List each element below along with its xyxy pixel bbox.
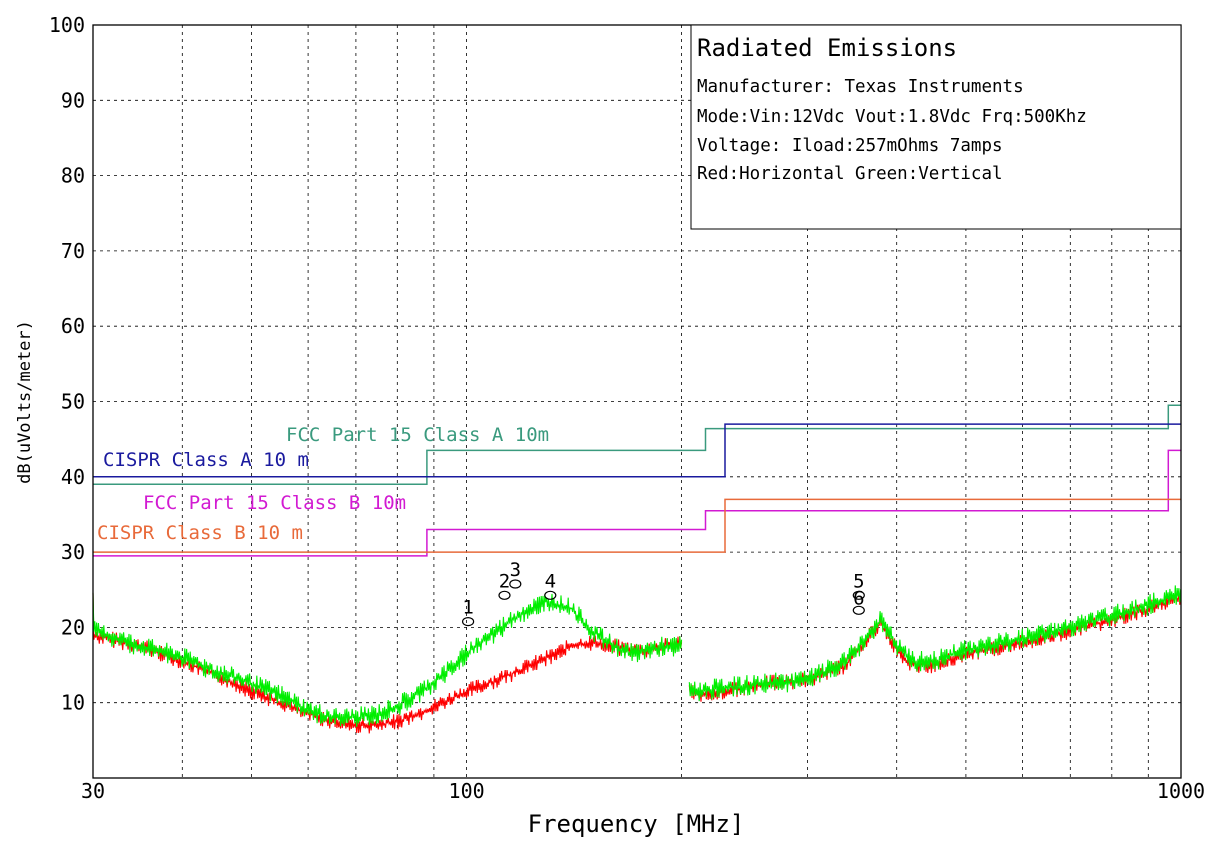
- plot-frame: [92, 24, 1182, 779]
- limit-label-cispr-class-b: CISPR Class B 10 m: [97, 522, 303, 544]
- trace-horizontal-0: [92, 593, 683, 734]
- x-tick-label: 100: [449, 779, 485, 803]
- trace-vertical-1: [688, 585, 1182, 702]
- y-tick-label: 90: [61, 88, 85, 112]
- limit-lines: [93, 404, 1181, 557]
- limit-label-fcc-class-a: FCC Part 15 Class A 10m: [286, 424, 549, 446]
- peak-marker-circle: [462, 616, 475, 627]
- y-tick-label: 100: [49, 13, 85, 37]
- limit-labels: FCC Part 15 Class A 10m CISPR Class A 10…: [97, 424, 549, 544]
- peak-marker-3: 3: [509, 559, 522, 589]
- y-tick-label: 50: [61, 390, 85, 414]
- y-tick-label: 80: [61, 164, 85, 188]
- x-tick-label: 30: [81, 779, 105, 803]
- chart-title: Radiated Emissions: [697, 34, 957, 62]
- info-box: Radiated Emissions Manufacturer: Texas I…: [690, 24, 1182, 230]
- y-tick-label: 10: [61, 691, 85, 715]
- peak-marker-label: 3: [510, 559, 521, 581]
- limit-line-0: [93, 404, 1181, 486]
- peak-marker-label: 6: [853, 587, 864, 609]
- peak-marker-2: 2: [498, 570, 511, 600]
- info-line-manufacturer: Manufacturer: Texas Instruments: [697, 77, 1024, 97]
- peak-marker-circle: [852, 605, 865, 615]
- peak-marker-label: 5: [853, 570, 864, 592]
- measurement-traces: [92, 585, 1182, 734]
- y-tick-label: 20: [61, 615, 85, 639]
- peak-marker-6: 6: [852, 587, 865, 615]
- peak-marker-4: 4: [544, 570, 557, 600]
- peak-marker-1: 1: [462, 597, 475, 627]
- limit-line-3: [93, 498, 1181, 553]
- peak-marker-circle: [509, 579, 522, 589]
- peak-marker-label: 1: [462, 597, 473, 619]
- info-line-mode: Mode:Vin:12Vdc Vout:1.8Vdc Frq:500Khz: [697, 107, 1087, 127]
- info-box-frame: [690, 24, 1182, 230]
- peak-marker-label: 4: [545, 570, 556, 592]
- limit-label-fcc-class-b: FCC Part 15 Class B 10m: [143, 492, 406, 514]
- x-axis-label: Frequency [MHz]: [528, 810, 745, 838]
- info-line-legend: Red:Horizontal Green:Vertical: [697, 164, 1003, 184]
- limit-label-cispr-class-a: CISPR Class A 10 m: [103, 449, 309, 471]
- peak-marker-circle: [544, 590, 557, 600]
- y-tick-label: 70: [61, 239, 85, 263]
- peak-marker-5: 5: [852, 570, 865, 600]
- x-tick-label: 1000: [1157, 779, 1205, 803]
- limit-line-1: [93, 423, 1181, 478]
- peak-markers: 1 23 4 56: [462, 559, 865, 627]
- peak-marker-label: 2: [499, 570, 510, 592]
- peak-marker-circle: [852, 590, 865, 600]
- y-tick-label: 40: [61, 465, 85, 489]
- y-tick-label: 30: [61, 540, 85, 564]
- y-tick-label: 60: [61, 314, 85, 338]
- trace-vertical-0: [92, 592, 683, 727]
- axis-ticks: 10 20 30 40 50 60 70 80 90 100 30 100 1000: [49, 13, 1205, 803]
- y-axis-label: dB(uVolts/meter): [15, 320, 35, 484]
- peak-marker-circle: [498, 590, 511, 600]
- info-line-voltage: Voltage: Iload:257mOhms 7amps: [697, 136, 1003, 156]
